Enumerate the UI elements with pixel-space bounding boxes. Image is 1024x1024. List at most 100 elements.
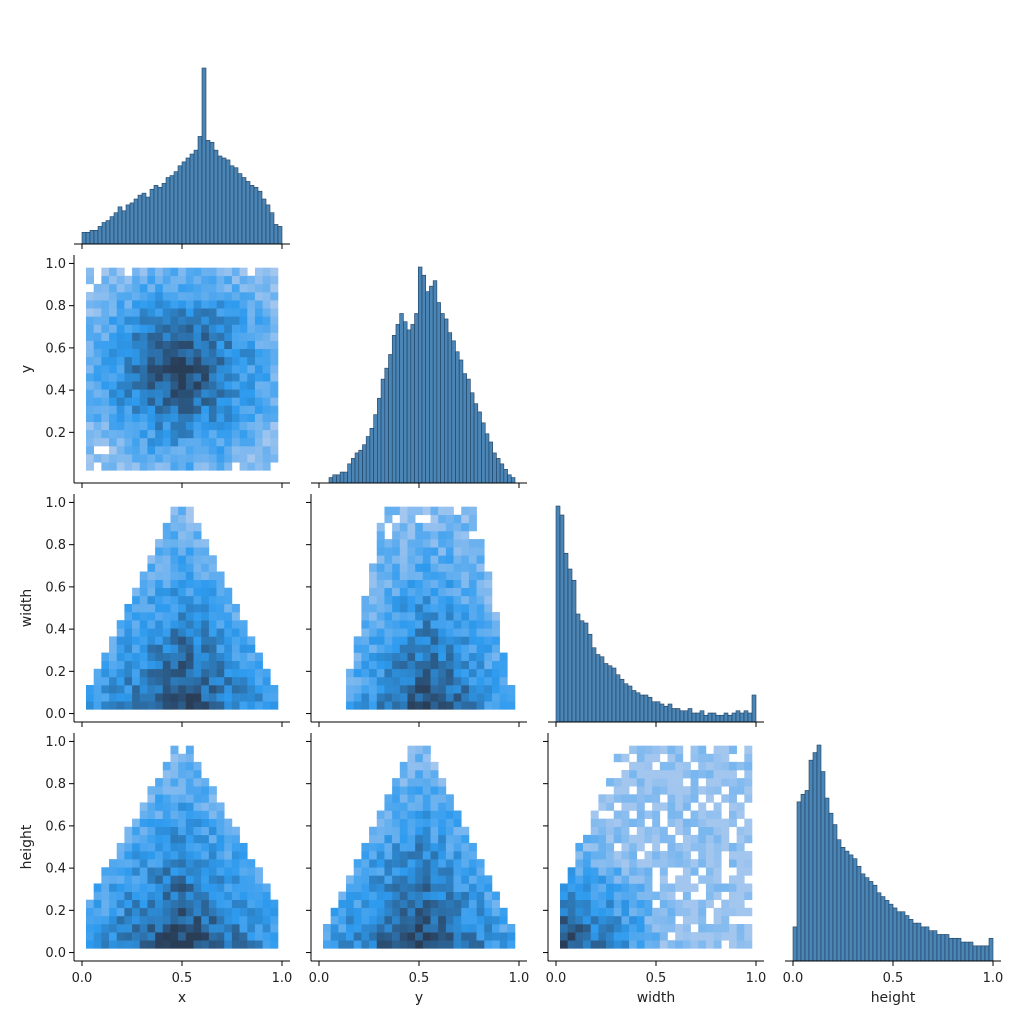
heatmap-cell [415,826,424,836]
heatmap-cell [621,883,630,892]
heatmap-cell [254,429,263,439]
heatmap-cell [713,940,722,949]
heatmap-cell [652,851,661,860]
heatmap-cell [713,875,722,884]
heatmap-cell [185,381,194,390]
heatmap-cell [392,636,401,645]
heatmap-cell [453,579,462,589]
heatmap-cell [178,340,187,350]
heatmap-cell [567,883,576,892]
heatmap-cell [193,603,202,613]
y-tick-label: 0.2 [45,904,66,919]
heatmap-cell [262,899,271,909]
heatmap-cell [728,842,737,852]
heatmap-cell [101,668,110,678]
heatmap-cell [713,826,722,836]
heatmap-cell [132,620,141,629]
heatmap-cell [178,636,187,645]
heatmap-cell [453,693,462,702]
heatmap-cell [201,539,210,548]
heatmap-cell [201,891,210,900]
heatmap-cell [484,883,493,892]
histogram-height [792,744,994,962]
heatmap-cell [201,348,210,358]
heatmap-cell [101,364,110,374]
heatmap-cell [606,842,615,852]
heatmap-cell [147,612,156,621]
heatmap-cell [682,834,691,844]
heatmap-cell [262,676,271,686]
heatmap-cell [621,907,630,917]
heatmap-cell [139,883,148,892]
heatmap-cell [170,859,179,868]
heatmap-cell [147,454,156,463]
heatmap-cell [109,340,118,350]
heatmap-cell [430,644,439,653]
heatmap-cell [155,283,164,293]
heatmap-cell [476,603,485,613]
heatmap-cell [208,332,217,341]
heatmap-cell [453,555,462,564]
histogram-bar [571,579,577,723]
heatmap-cell [613,915,622,925]
heatmap-cell [224,462,233,471]
heatmap-cell [667,891,676,900]
heatmap-cell [86,932,94,941]
heatmap-cell [178,539,187,548]
heatmap-cell [369,668,378,678]
heatmap-cell [621,924,630,933]
heatmap-cell [231,644,240,653]
heatmap-cell [353,676,362,686]
heatmap-cell [201,915,210,925]
heatmap-cell [101,454,110,463]
heatmap-cell [216,324,225,333]
heatmap-cell [254,660,263,670]
heatmap-cell [239,891,248,900]
heatmap-cell [698,745,707,755]
heatmap-cell [155,571,164,580]
heatmap-cell [109,308,118,317]
heatmap-cell [178,644,187,653]
heatmap-cell [147,891,156,900]
heatmap-cell [430,769,439,779]
heatmap-cell [208,842,217,852]
heatmap-cell [116,291,125,301]
heatmap-cell [132,462,141,471]
heatmap-cell [193,405,202,414]
heatmap-cell [713,810,722,819]
x-tick-label: 0.0 [546,971,567,986]
heatmap-cell [185,437,194,447]
heatmap-cell [721,753,730,763]
heatmap-cell [139,685,148,694]
histogram-bar [201,67,207,245]
heatmap-cell [216,275,225,285]
heatmap-cell [744,859,753,868]
heatmap-cell [201,907,210,917]
heatmap-cell [453,867,462,876]
heatmap-cell [170,907,179,917]
heatmap-cell [705,883,714,892]
heatmap-cell [422,693,431,702]
heatmap-cell [216,818,225,828]
heatmap-cell [636,875,645,884]
heatmap-cell [124,834,133,844]
heatmap-cell [116,875,125,884]
heatmap-cell [93,348,102,358]
heatmap-cell [376,644,385,653]
heatmap-cell [147,899,156,909]
heatmap-cell [178,316,187,325]
heatmap-cell [606,859,615,868]
heatmap-cell [231,685,240,694]
heatmap-cell [713,753,722,763]
heatmap-cell [162,915,171,925]
heatmap-cell [721,769,730,779]
heatmap-cell [491,907,500,917]
heatmap-cell [231,612,240,621]
heatmap-cell [201,924,210,933]
heatmap-cell [247,340,256,350]
heatmap-cell [690,745,699,755]
heatmap-cell [170,522,179,532]
heatmap-cell [744,924,753,933]
heatmap-cell [224,826,233,836]
heatmap-cell [698,924,707,933]
